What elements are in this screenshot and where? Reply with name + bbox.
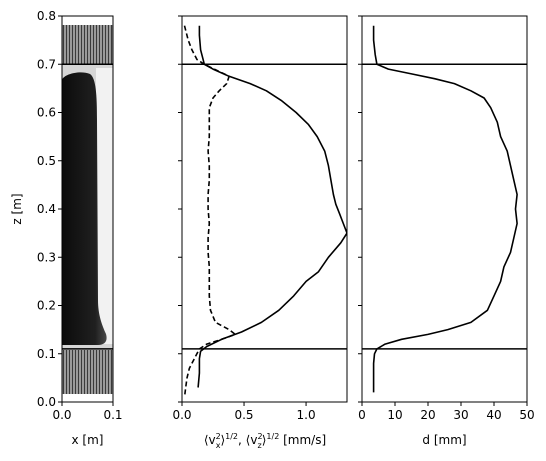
size-xtick-label: 20 xyxy=(420,408,435,422)
ytick-label: 0.8 xyxy=(37,9,56,23)
ytick-label: 0.0 xyxy=(37,395,56,409)
velocity-xtick-label: 1.0 xyxy=(297,408,316,422)
column-image-panel: 0.0 0.10.00.10.20.30.40.50.60.70.8 x [m] … xyxy=(10,9,123,447)
image-bed-highlight xyxy=(96,68,113,344)
ytick-label: 0.7 xyxy=(37,57,56,71)
size-xlabel: d [mm] xyxy=(422,433,466,447)
size-xtick-label: 50 xyxy=(519,408,534,422)
velocity-series-solid-line xyxy=(197,25,347,388)
size-axis-ticks: 0 10 20 30 40 50 xyxy=(358,15,535,422)
image-lower-stripes xyxy=(62,350,113,394)
ytick-label: 0.1 xyxy=(37,347,56,361)
size-plot-area xyxy=(362,25,527,393)
image-ylabel: z [m] xyxy=(10,193,24,224)
column-image xyxy=(62,16,113,402)
image-axis-ticks: 0.0 0.1 0.0 0.1 0.2 0.3 0.4 0.5 0.6 0.7 0.8 xyxy=(37,9,123,422)
velocity-series-dashed-line xyxy=(183,25,237,398)
velocity-panel: 0.0 0.5 1.0 ⟨v2 x⟩1/2, ⟨v2 z⟩1/2 [mm/s] xyxy=(172,15,348,450)
size-xtick-label: 40 xyxy=(486,408,501,422)
velocity-axis-ticks: 0.0 0.5 1.0 xyxy=(172,15,316,422)
velocity-xtick-label: 0.0 xyxy=(172,408,191,422)
velocity-xtick-label: 0.5 xyxy=(234,408,253,422)
size-panel: 0 10 20 30 40 50 d [mm] xyxy=(358,15,535,447)
velocity-xlabel: ⟨v2 x⟩1/2, ⟨v2 z⟩1/2 [mm/s] xyxy=(204,432,326,450)
size-xtick-label: 0 xyxy=(358,408,366,422)
image-dense-core xyxy=(62,72,107,345)
image-xlabel: x [m] xyxy=(72,433,104,447)
size-series-solid-line xyxy=(372,25,518,393)
ytick-label: 0.4 xyxy=(37,202,56,216)
image-xtick-label: 0.1 xyxy=(103,408,122,422)
ytick-label: 0.5 xyxy=(37,154,56,168)
ytick-label: 0.3 xyxy=(37,250,56,264)
ytick-label: 0.6 xyxy=(37,106,56,120)
image-xtick-label: 0.0 xyxy=(52,408,71,422)
size-xtick-label: 30 xyxy=(453,408,468,422)
velocity-plot-area xyxy=(182,25,347,398)
ytick-label: 0.2 xyxy=(37,299,56,313)
image-upper-stripes xyxy=(62,25,113,65)
size-xtick-label: 10 xyxy=(387,408,402,422)
